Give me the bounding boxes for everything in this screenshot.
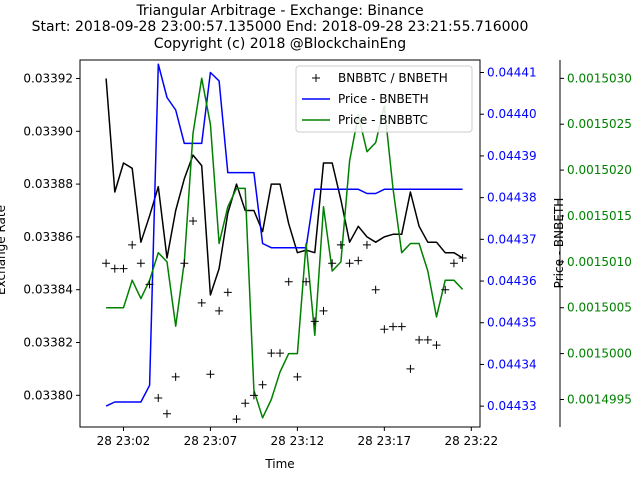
ratio-point [258, 380, 267, 389]
y-axis-label-right: Price - BNBETH [552, 198, 566, 289]
plot-frame [79, 59, 481, 428]
ratio-point [415, 335, 424, 344]
ratio-point [293, 372, 302, 381]
y-left-tick-label: 0.03392 [23, 71, 73, 85]
ratio-point [441, 285, 450, 294]
ratio-point [354, 256, 363, 265]
ratio-point [197, 298, 206, 307]
ratio-point [154, 393, 163, 402]
legend-marker-plus [312, 74, 320, 82]
ratio-point [302, 277, 311, 286]
ratio-point [276, 349, 284, 358]
ratio-point [128, 240, 137, 249]
y-right-blue-tick-label: 0.04437 [487, 232, 537, 246]
y-left-tick-label: 0.03390 [23, 124, 73, 138]
y-right-blue-tick-label: 0.04441 [487, 66, 537, 80]
ratio-point [223, 288, 232, 297]
ratio-point [232, 415, 241, 424]
ratio-point [171, 372, 180, 381]
y-axis-label-left: Exchange Rate [0, 205, 8, 295]
ratio-point [328, 259, 337, 268]
y-right-green-tick-label: 0.0015000 [567, 347, 632, 361]
y-right-green-tick-label: 0.0015005 [567, 301, 632, 315]
legend-box [295, 65, 473, 133]
y-right-green-tick-label: 0.0015015 [567, 209, 632, 223]
ratio-point [310, 317, 319, 326]
ratio-point [136, 259, 145, 268]
x-tick-label: 28 23:02 [97, 434, 151, 448]
bnbbtc-price-line [106, 77, 464, 419]
chart-title: Triangular Arbitrage - Exchange: Binance [135, 3, 423, 19]
ratio-point [241, 399, 250, 408]
plot-marks [102, 63, 467, 424]
ratio-point [102, 259, 111, 268]
ratio-point [319, 306, 328, 315]
ratio-point [458, 254, 467, 263]
x-tick-label: 28 23:12 [271, 434, 325, 448]
ratio-point [432, 341, 441, 350]
x-tick-label: 28 23:17 [358, 434, 412, 448]
y-left-tick-label: 0.03384 [23, 283, 73, 297]
plot-axes: 28 23:02 28 23:07 28 23:12 28 23:17 28 23:22… [23, 59, 632, 448]
y-left-tick-label: 0.03382 [23, 336, 73, 350]
ratio-point [449, 259, 458, 268]
ratio-line [105, 78, 463, 296]
ratio-point [110, 264, 119, 273]
chart-subtitle: Start: 2018-09-28 23:00:57.135000 End: 2… [32, 19, 529, 35]
ratio-point [362, 240, 371, 249]
ratio-point [215, 306, 224, 315]
y-right-green-tick-label: 0.0015030 [567, 71, 632, 85]
chart-legend: BNBBTC / BNBETH Price - BNBETH Price - BNB… [295, 65, 473, 133]
y-left-tick-label: 0.03386 [23, 230, 73, 244]
legend-label: Price - BNBBTC [338, 113, 428, 127]
ratio-point [119, 264, 128, 273]
y-right-blue-tick-label: 0.04436 [487, 274, 537, 288]
y-right-blue-tick-label: 0.04435 [487, 316, 537, 330]
ratio-point [180, 259, 189, 268]
ratio-point [345, 259, 354, 268]
y-right-green-tick-label: 0.0014995 [567, 392, 632, 406]
ratio-point [336, 240, 345, 249]
y-right-blue-tick-label: 0.04433 [487, 399, 537, 413]
ratio-point [249, 391, 258, 400]
ratio-point [371, 285, 380, 294]
y-right-blue-tick-label: 0.04434 [487, 357, 537, 371]
ratio-point [162, 409, 171, 418]
x-tick-label: 28 23:22 [444, 434, 498, 448]
y-left-tick-label: 0.03388 [23, 177, 73, 191]
ratio-point [267, 349, 276, 358]
ratio-point [389, 322, 398, 331]
ratio-point [145, 280, 154, 289]
y-right-green-tick-label: 0.0015020 [567, 163, 632, 177]
y-right-green-tick-label: 0.0015010 [567, 255, 632, 269]
x-axis-label: Time [264, 457, 294, 471]
ratio-point [406, 364, 415, 373]
x-tick-label: 28 23:07 [184, 434, 238, 448]
ratio-point [380, 325, 389, 334]
legend-label: Price - BNBETH [338, 92, 429, 106]
ratio-point [423, 335, 432, 344]
chart-copyright: Copyright (c) 2018 @BlockchainEng [154, 36, 406, 52]
ratio-point [206, 370, 215, 379]
legend-label: BNBBTC / BNBETH [338, 71, 448, 85]
y-right-blue-tick-label: 0.04440 [487, 107, 537, 121]
y-right-green-tick-label: 0.0015025 [567, 117, 632, 131]
y-right-blue-tick-label: 0.04438 [487, 191, 537, 205]
ratio-point [189, 217, 198, 226]
y-right-blue-tick-label: 0.04439 [487, 149, 537, 163]
y-left-tick-label: 0.03380 [23, 388, 73, 402]
ratio-point [284, 277, 293, 286]
ratio-point [397, 322, 406, 331]
bnbeth-price-line [105, 63, 463, 407]
